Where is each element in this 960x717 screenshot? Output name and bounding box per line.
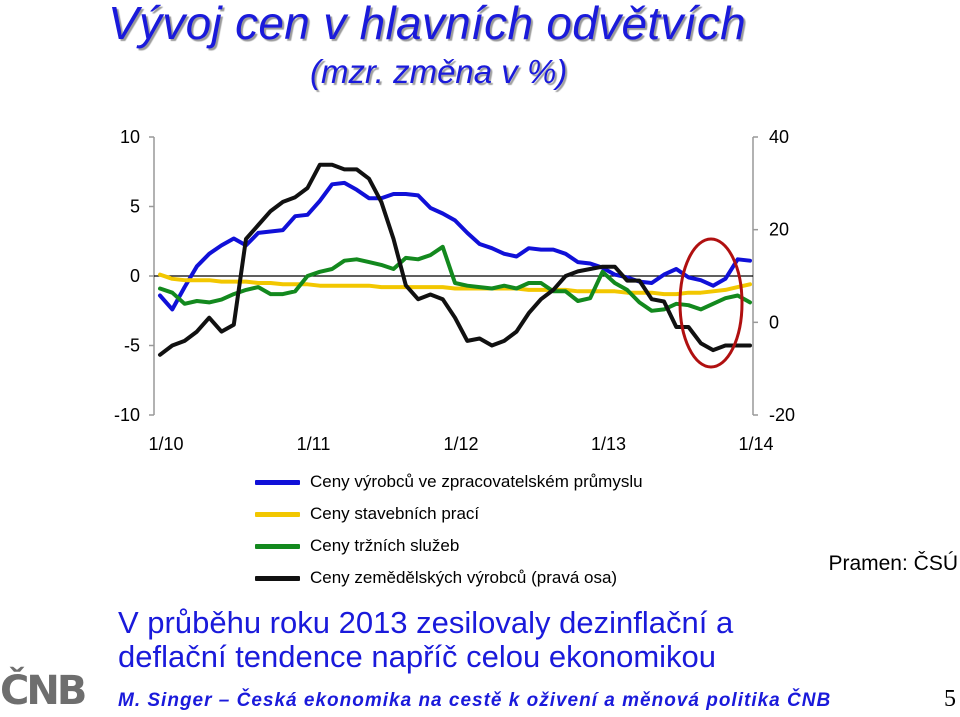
key-message-line-1: V průběhu roku 2013 zesilovaly dezinflač… — [118, 605, 734, 640]
x-axis-tick-label: 1/14 — [738, 434, 773, 454]
x-axis-tick-label: 1/11 — [297, 434, 331, 454]
slide-title: Vývoj cen v hlavních odvětvích — [108, 0, 746, 49]
legend-item-3: Ceny tržních služeb — [255, 530, 643, 562]
highlight-ellipse — [678, 237, 744, 369]
legend-label: Ceny stavebních prací — [310, 504, 480, 523]
x-axis-tick-label: 1/10 — [148, 434, 183, 454]
x-axis-tick-label: 1/12 — [443, 434, 478, 454]
legend-swatch — [255, 479, 300, 485]
x-axis-tick-label: 1/13 — [591, 434, 626, 454]
right-axis-tick-label: 40 — [769, 127, 789, 147]
left-axis-tick-label: 5 — [130, 197, 140, 217]
series-line-3 — [158, 244, 752, 313]
chart-legend: Ceny výrobců ve zpracovatelském průmyslu… — [255, 466, 643, 594]
series-layer — [158, 162, 752, 357]
legend-swatch — [255, 511, 300, 517]
series-line-4 — [158, 162, 752, 357]
left-axis-tick-label: 0 — [130, 266, 140, 286]
left-axis-tick-label: -5 — [124, 336, 140, 356]
series-line-1 — [158, 180, 752, 312]
right-axis-tick-label: 20 — [769, 220, 789, 240]
slide-subtitle: (mzr. změna v %) — [310, 53, 568, 90]
series-line-2 — [158, 272, 752, 297]
chart-axes: 10 5 0 -5 -10 40 20 0 -20 1/10 1/11 1/12 1/13 1/14 — [114, 127, 795, 454]
left-axis-tick-label: 10 — [120, 127, 140, 147]
price-development-chart: 10 5 0 -5 -10 40 20 0 -20 1/10 1/11 1/12 1/13 1/14 — [114, 127, 795, 454]
cnb-logo: ČNB — [0, 668, 87, 714]
legend-item-4: Ceny zemědělských výrobců (pravá osa) — [255, 562, 643, 594]
footer-text: M. Singer – Česká ekonomika na cestě k o… — [118, 690, 832, 711]
legend-label: Ceny výrobců ve zpracovatelském průmyslu — [310, 472, 643, 491]
legend-item-2: Ceny stavebních prací — [255, 498, 643, 530]
key-message: V průběhu roku 2013 zesilovaly dezinflač… — [118, 606, 733, 674]
legend-label: Ceny tržních služeb — [310, 536, 460, 555]
legend-item-1: Ceny výrobců ve zpracovatelském průmyslu — [255, 466, 643, 498]
legend-swatch — [255, 575, 300, 581]
left-axis-tick-label: -10 — [114, 405, 140, 425]
page-number: 5 — [944, 686, 956, 712]
right-axis-tick-label: 0 — [769, 312, 779, 332]
right-axis-tick-label: -20 — [769, 405, 795, 425]
source-note: Pramen: ČSÚ — [828, 552, 958, 575]
legend-label: Ceny zemědělských výrobců (pravá osa) — [310, 568, 618, 587]
key-message-line-2: deflační tendence napříč celou ekonomiko… — [118, 639, 717, 674]
legend-swatch — [255, 543, 300, 549]
